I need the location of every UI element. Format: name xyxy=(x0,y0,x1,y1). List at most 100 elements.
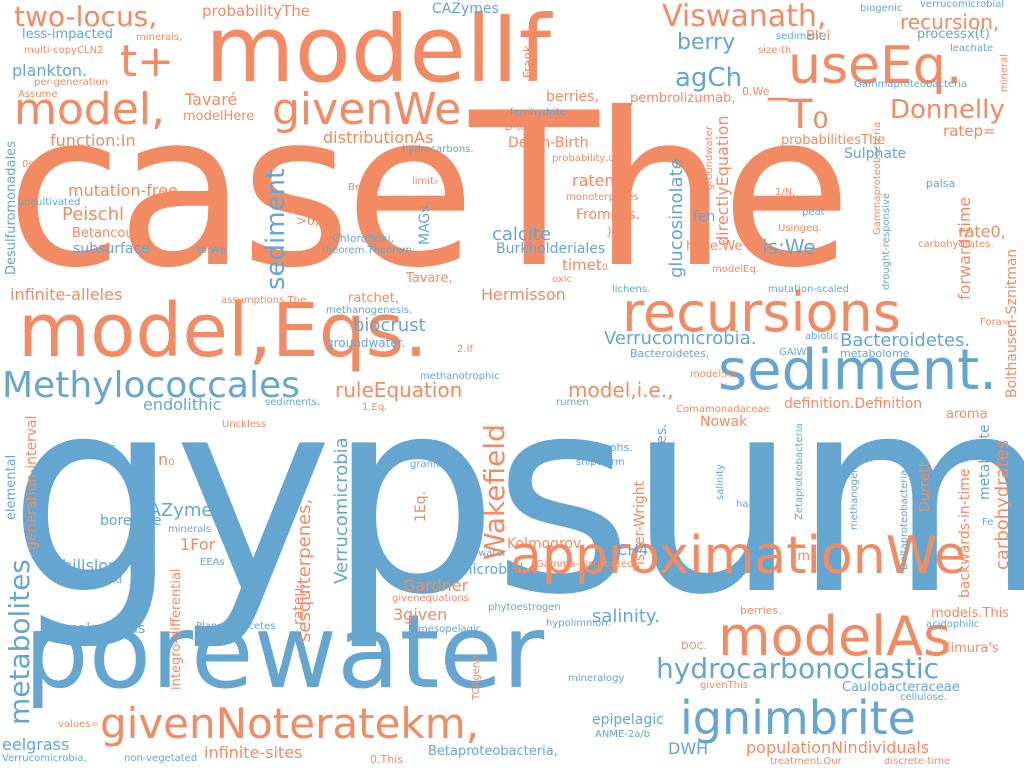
word-model-as: model:As xyxy=(690,369,737,380)
word-granite: granite xyxy=(410,459,446,470)
word-model-comma: model, xyxy=(14,84,165,135)
word-caulobacteraceae: Caulobacteraceae xyxy=(842,680,960,695)
word-cazyme: CAZyme xyxy=(136,500,213,521)
word-mutation-scaled: mutation-scaled xyxy=(768,284,850,295)
word-modelhere: modelHere xyxy=(183,109,255,124)
word-close-brace: } xyxy=(606,225,613,238)
word-subsurface: subsurface xyxy=(73,241,150,257)
word-eeas: EEAs xyxy=(200,557,225,568)
word-we0: 0.We xyxy=(742,85,770,98)
word-to-we: to:We xyxy=(197,245,226,256)
word-backwards: backwards-in-time xyxy=(957,468,973,599)
word-glucosinolate: glucosinolate xyxy=(666,158,687,278)
word-model-ie: model,i.e., xyxy=(568,378,674,402)
word-timet: timet₀ xyxy=(562,256,608,274)
word-porewater: porewater xyxy=(24,593,545,712)
word-donnelly: Donnelly xyxy=(890,95,1005,125)
word-this0: 0.This xyxy=(370,753,403,766)
word-d-to-j: D-to-J xyxy=(505,122,534,133)
word-methylococcales: Methylococcales xyxy=(2,365,300,406)
word-rate0: rate0, xyxy=(958,222,1006,241)
word-methanogenesis: methanogenesis. xyxy=(326,305,413,316)
word-ferrihydrite: ferrihydrite xyxy=(510,107,567,118)
word-cellulose: cellulose. xyxy=(900,692,947,703)
word-two-locus: two-locus, xyxy=(14,0,158,33)
word-is-we: is:We xyxy=(762,235,816,259)
word-tavare: Tavare, xyxy=(406,271,453,286)
word-gardner: Gardner xyxy=(403,576,469,595)
word-chloroflexi: Chloroflexi, xyxy=(332,232,395,245)
word-abiotic: abiotic xyxy=(805,331,839,342)
word-populationn: populationNindividuals xyxy=(746,738,930,757)
word-borehole: borehole xyxy=(100,513,162,529)
word-limit: limit₀ xyxy=(412,176,439,187)
word-flavonoid: flavonoid xyxy=(76,575,123,586)
word-shipworm: shipworm xyxy=(576,457,625,468)
word-usingeq: Usingeq. xyxy=(778,223,822,234)
word-microbial: microbial xyxy=(459,562,524,578)
word-treatment: treatment.Our xyxy=(770,756,842,767)
word-mutation-free: mutation-free xyxy=(68,181,178,200)
word-3given: 3given xyxy=(393,605,448,624)
word-berries-dot: berries. xyxy=(740,604,782,617)
word-process: processx(t) xyxy=(917,27,990,42)
word-verrucomicrobia-comma: Verrucomicrobia, xyxy=(2,753,87,764)
word-minerals-comma: minerals, xyxy=(136,32,183,43)
word-models-this: models.This xyxy=(931,606,1009,621)
word-pore-water: pore-water xyxy=(452,548,507,559)
word-if2: 2.If xyxy=(457,344,474,355)
word-metatranscriptomes: metatranscriptomes. xyxy=(654,423,670,570)
word-methanotrophic: methanotrophic xyxy=(420,371,500,382)
word-multi-copy: multi-copyCLN2 xyxy=(24,45,104,56)
word-leachate: leachate xyxy=(950,43,994,54)
word-assumptions: assumptions.The xyxy=(221,295,307,306)
word-kolmogrov: Kolmogrov xyxy=(507,536,582,552)
word-gt0: >0, xyxy=(296,214,320,229)
word-plankton: plankton. xyxy=(12,61,88,80)
word-calcareous: calcareous xyxy=(70,621,146,637)
word-desulfuromonadales: Desulfuromonadales xyxy=(4,141,19,275)
word-hermisson: Hermisson xyxy=(481,285,566,304)
word-useeq: useEq. xyxy=(788,36,963,96)
word-infinite-alleles: infinite-alleles xyxy=(10,285,123,304)
word-elemental: elemental xyxy=(4,454,19,520)
word-biocrust: biocrust xyxy=(353,315,426,336)
word-model-eqs: model,Eqs. xyxy=(18,288,428,374)
word-fe: Fe xyxy=(982,517,994,528)
word-m-abs: |m| xyxy=(793,549,815,564)
word-doc: DOC. xyxy=(681,641,707,652)
word-tcrgene: TCRgene xyxy=(471,655,482,700)
word-bacteroidetes-dot: Bacteroidetes. xyxy=(840,330,971,351)
word-mags: MAGs. xyxy=(417,200,433,245)
word-verrucomicrobia-dot: Verrucomicrobia. xyxy=(604,328,757,349)
word-anme: ANME-2a/b xyxy=(595,729,651,740)
word-comamonadaceae: Comamonadaceae xyxy=(676,404,770,415)
word-endolithic: endolithic xyxy=(143,395,222,414)
word-modelif: modelIf xyxy=(205,0,551,103)
word-kimuras: Kimura's xyxy=(942,641,999,656)
word-frank: Frank xyxy=(521,45,535,78)
word-1for: 1For xyxy=(180,535,216,554)
word-directlyequation: directlyEquation xyxy=(713,115,732,246)
word-zero-s: 0s xyxy=(22,159,34,170)
word-rumen: rumen xyxy=(556,397,589,408)
word-death-birth: Death-Birth xyxy=(508,135,589,151)
word-t-box: ̅T₀ xyxy=(788,92,829,138)
word-betaproteobacteria: Betaproteobacteria, xyxy=(428,744,558,759)
word-ignimbrite: ignimbrite xyxy=(680,691,916,745)
word-definition: definition.Definition xyxy=(784,396,923,412)
word-gaiw: GAIW xyxy=(779,347,807,358)
word-theorem: theorem.Theorem xyxy=(322,245,412,256)
word-uncultivated: uncultivated xyxy=(18,197,81,208)
word-hypolimnion: hypolimnion. xyxy=(546,618,611,629)
word-sulfur: sulfur xyxy=(84,441,116,454)
word-peat: peat xyxy=(802,207,825,218)
word-modeleq: modelEq. xyxy=(712,264,759,275)
word-ch4: CH4 xyxy=(617,541,649,559)
word-carbohydrates-v: carbohydrates xyxy=(992,439,1013,570)
word-fromeqs: FromEqs. xyxy=(576,207,641,223)
word-less-impacted: less-impacted xyxy=(22,27,113,42)
word-values: values= xyxy=(58,719,99,730)
word-one-n: 1/N, xyxy=(775,187,796,198)
